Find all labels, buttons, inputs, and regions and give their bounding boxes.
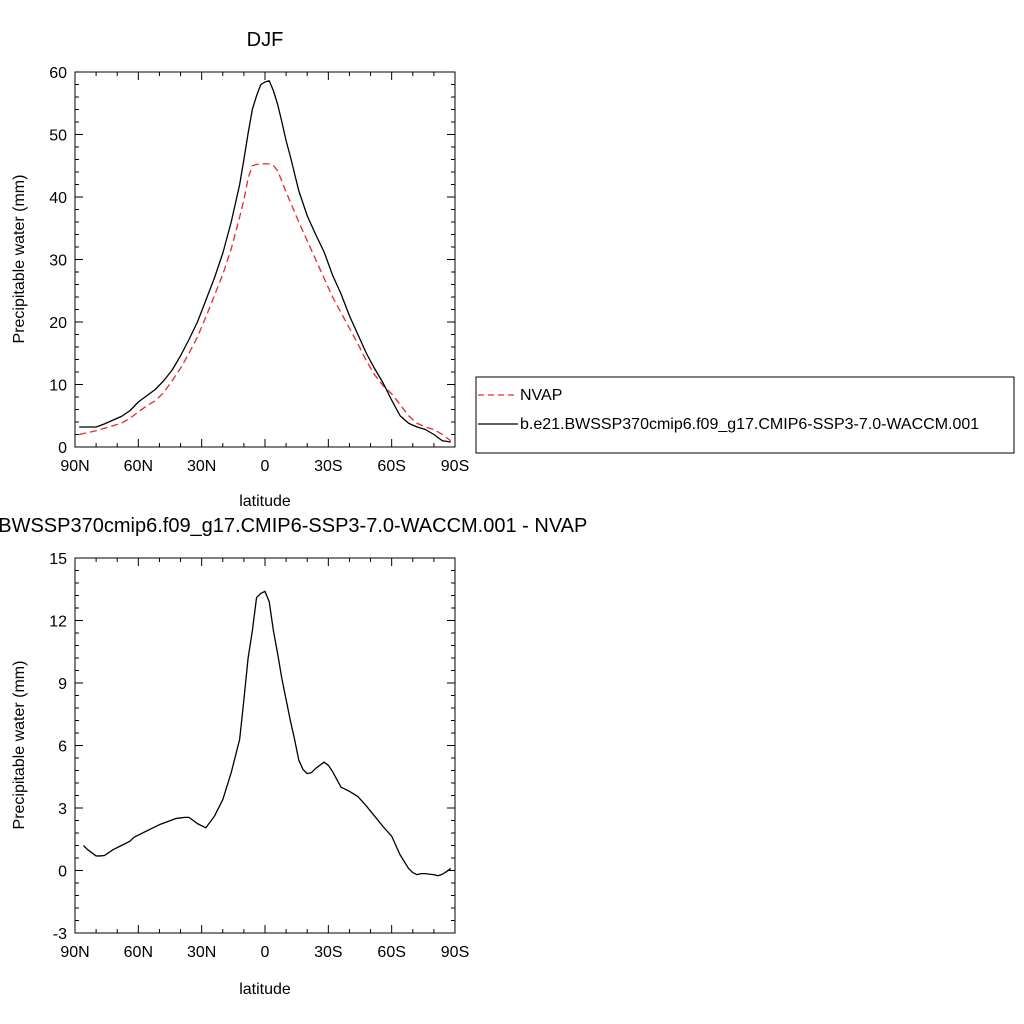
- y-tick-label: 9: [58, 676, 67, 693]
- x-tick-label: 60N: [124, 458, 153, 475]
- y-tick-label: 0: [58, 864, 67, 881]
- x-tick-label: 90N: [60, 944, 89, 961]
- y-tick-label: 50: [49, 128, 67, 145]
- x-axis-label: latitude: [239, 981, 291, 998]
- panel-difference: b.e21.BWSSP370cmip6.f09_g17.CMIP6-SSP3-7…: [0, 515, 587, 998]
- x-tick-label: 90S: [441, 944, 469, 961]
- y-tick-label: 40: [49, 190, 67, 207]
- x-tick-label: 60N: [124, 944, 153, 961]
- series-line-nvap: [79, 163, 452, 442]
- legend-label-model: b.e21.BWSSP370cmip6.f09_g17.CMIP6-SSP3-7…: [520, 416, 979, 433]
- y-tick-label: 6: [58, 739, 67, 756]
- y-tick-label: -3: [53, 926, 67, 943]
- y-tick-label: 10: [49, 378, 67, 395]
- x-tick-label: 0: [261, 944, 270, 961]
- y-tick-label: 15: [49, 551, 67, 568]
- panel-djf: DJF 90N 60N 30N 0 30S 60S 90S 0 10 20 30 40 50 60 lat…: [11, 29, 469, 510]
- plot-frame: [74, 71, 456, 448]
- y-tick-label: 20: [49, 315, 67, 332]
- y-tick-label: 3: [58, 801, 67, 818]
- x-axis-label: latitude: [239, 493, 291, 510]
- series-line-difference: [82, 590, 452, 877]
- x-tick-label: 90S: [441, 458, 469, 475]
- plot-frame: [74, 557, 456, 934]
- y-tick-label: 12: [49, 614, 67, 631]
- x-tick-label: 30S: [314, 944, 342, 961]
- chart-title: b.e21.BWSSP370cmip6.f09_g17.CMIP6-SSP3-7…: [0, 515, 587, 537]
- legend-frame: [475, 376, 1015, 454]
- y-tick-label: 30: [49, 253, 67, 270]
- legend: NVAP b.e21.BWSSP370cmip6.f09_g17.CMIP6-S…: [475, 376, 1015, 454]
- x-tick-label: 90N: [60, 458, 89, 475]
- x-tick-label: 30N: [187, 944, 216, 961]
- y-axis-label: Precipitable water (mm): [11, 175, 28, 344]
- x-tick-label: 30S: [314, 458, 342, 475]
- y-tick-label: 0: [58, 440, 67, 457]
- y-tick-label: 60: [49, 65, 67, 82]
- x-tick-label: 60S: [377, 458, 405, 475]
- x-tick-label: 30N: [187, 458, 216, 475]
- legend-label-nvap: NVAP: [520, 387, 562, 404]
- y-axis-label: Precipitable water (mm): [11, 661, 28, 830]
- chart-title: DJF: [247, 29, 284, 51]
- x-tick-label: 0: [261, 458, 270, 475]
- x-tick-label: 60S: [377, 944, 405, 961]
- series-line-b-e21-bwssp370cmip6-f09-g17-cmip6-ssp3-7: [79, 80, 451, 443]
